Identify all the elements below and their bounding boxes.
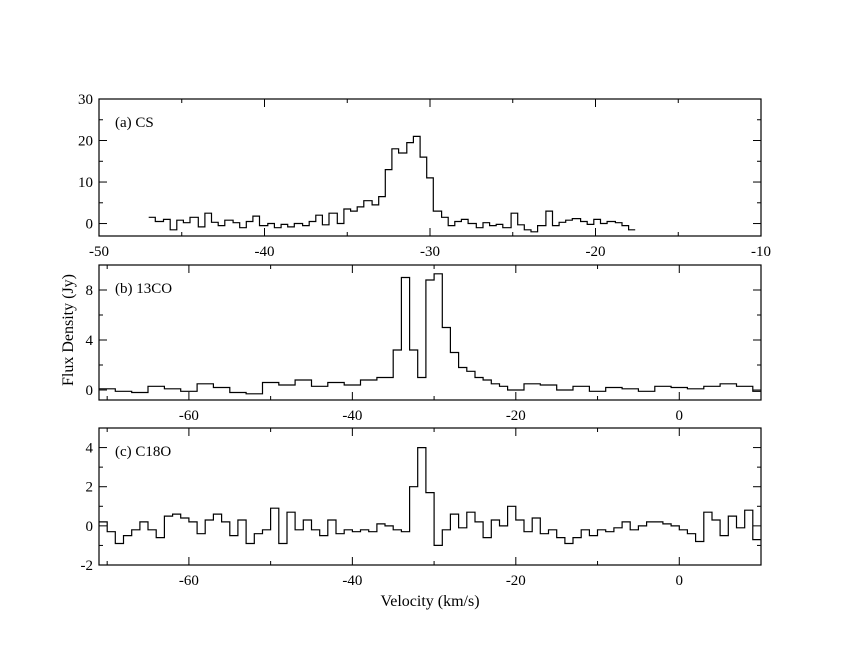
plot-frame-a <box>98 98 762 237</box>
panel-label-b: (b) 13CO <box>115 281 172 297</box>
plot-frame-c <box>98 427 762 566</box>
y-tick-label-a: 0 <box>86 217 94 233</box>
panel-b: -60 -40 -20 0 0 4 8 (b) 13CO <box>86 264 762 424</box>
y-tick-label-c: 4 <box>86 441 94 457</box>
y-tick-label-b: 8 <box>86 283 94 299</box>
series-line-c <box>99 447 761 546</box>
x-tick-label-a: -10 <box>751 244 771 260</box>
x-tick-label-c: 0 <box>676 573 684 589</box>
x-tick-label-a: -20 <box>586 244 606 260</box>
series-line-b <box>99 273 761 395</box>
x-axis-title: Velocity (km/s) <box>380 593 479 610</box>
x-tick-label-b: -60 <box>179 408 199 424</box>
x-tick-label-b: 0 <box>676 408 684 424</box>
y-axis-title: Flux Density (Jy) <box>60 274 77 386</box>
x-tick-label-a: -50 <box>89 244 109 260</box>
y-tick-label-c: -2 <box>81 558 94 574</box>
y-tick-label-b: 4 <box>86 333 94 349</box>
x-tick-label-c: -20 <box>506 573 526 589</box>
x-tick-label-b: -20 <box>506 408 526 424</box>
x-tick-label-a: -40 <box>255 244 275 260</box>
y-tick-label-a: 10 <box>78 175 93 191</box>
series-line-a <box>148 135 636 233</box>
y-tick-label-a: 20 <box>78 134 93 150</box>
plot-frame-b <box>98 264 762 401</box>
y-tick-label-c: 2 <box>86 480 94 496</box>
y-tick-label-a: 30 <box>78 92 93 108</box>
y-tick-label-c: 0 <box>86 519 94 535</box>
y-tick-label-b: 0 <box>86 383 94 399</box>
x-tick-label-c: -40 <box>342 573 362 589</box>
x-tick-label-a: -30 <box>420 244 440 260</box>
panel-a: -50 -40 -30 -20 -10 0 10 20 30 (a) CS <box>78 92 771 260</box>
panel-label-a: (a) CS <box>115 115 154 131</box>
panel-label-c: (c) C18O <box>115 444 171 460</box>
x-tick-label-c: -60 <box>179 573 199 589</box>
x-tick-label-b: -40 <box>342 408 362 424</box>
